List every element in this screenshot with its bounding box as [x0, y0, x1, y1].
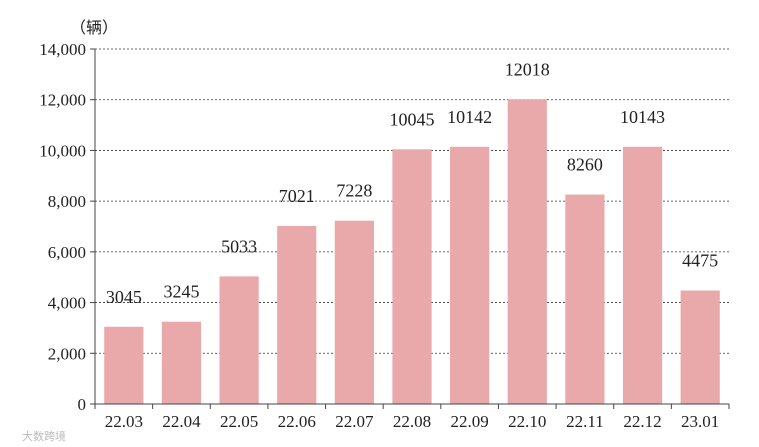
bar — [392, 149, 432, 404]
y-axis-ticks: 0 2,000 4,000 6,000 8,000 10,000 12,000 14,000 — [39, 40, 95, 414]
bar — [219, 276, 259, 404]
bar — [334, 220, 374, 404]
data-label: 10143 — [620, 107, 665, 127]
bar — [565, 194, 605, 404]
x-tick-label: 22.04 — [162, 412, 201, 431]
x-axis-ticks: 22.03 22.04 22.05 22.06 22.07 22.08 22.09 22.10… — [94, 404, 730, 431]
bar — [104, 326, 144, 404]
data-label: 3245 — [163, 282, 199, 302]
bar — [622, 146, 663, 405]
x-tick-label: 22.08 — [393, 412, 431, 431]
x-tick-label: 22.09 — [451, 412, 489, 431]
x-tick-label: 22.05 — [220, 412, 258, 431]
data-label: 3045 — [106, 287, 142, 307]
y-tick-label: 6,000 — [48, 243, 86, 262]
data-label: 10142 — [447, 107, 492, 127]
y-tick-label: 0 — [78, 395, 87, 414]
x-tick-label: 22.11 — [566, 412, 604, 431]
y-tick-label: 8,000 — [48, 192, 86, 211]
bar — [507, 99, 547, 404]
x-tick-label: 22.03 — [105, 412, 143, 431]
bar — [680, 290, 720, 404]
x-tick-label: 22.06 — [278, 412, 316, 431]
data-label: 12018 — [505, 59, 550, 79]
x-tick-label: 23.01 — [681, 412, 719, 431]
y-tick-label: 4,000 — [48, 294, 86, 313]
data-label: 7021 — [279, 186, 315, 206]
data-label: 10045 — [390, 109, 435, 129]
y-tick-label: 10,000 — [39, 141, 86, 160]
bar — [277, 225, 317, 404]
unit-label: （辆） — [70, 18, 118, 37]
x-tick-label: 22.12 — [623, 412, 661, 431]
bar — [450, 146, 490, 404]
x-tick-label: 22.07 — [335, 412, 374, 431]
bar — [161, 321, 202, 404]
data-label: 7228 — [336, 181, 372, 201]
x-tick-label: 22.10 — [508, 412, 546, 431]
watermark: 大数跨境 — [22, 429, 66, 443]
y-tick-label: 12,000 — [39, 91, 86, 110]
data-label: 4475 — [682, 251, 718, 271]
bars — [104, 99, 720, 405]
y-tick-label: 2,000 — [48, 344, 86, 363]
data-label: 5033 — [221, 236, 257, 256]
y-tick-label: 14,000 — [39, 40, 86, 59]
data-labels: 3045 3245 5033 7021 7228 10045 10142 12018 8260 1… — [106, 59, 718, 307]
data-label: 8260 — [567, 155, 603, 175]
